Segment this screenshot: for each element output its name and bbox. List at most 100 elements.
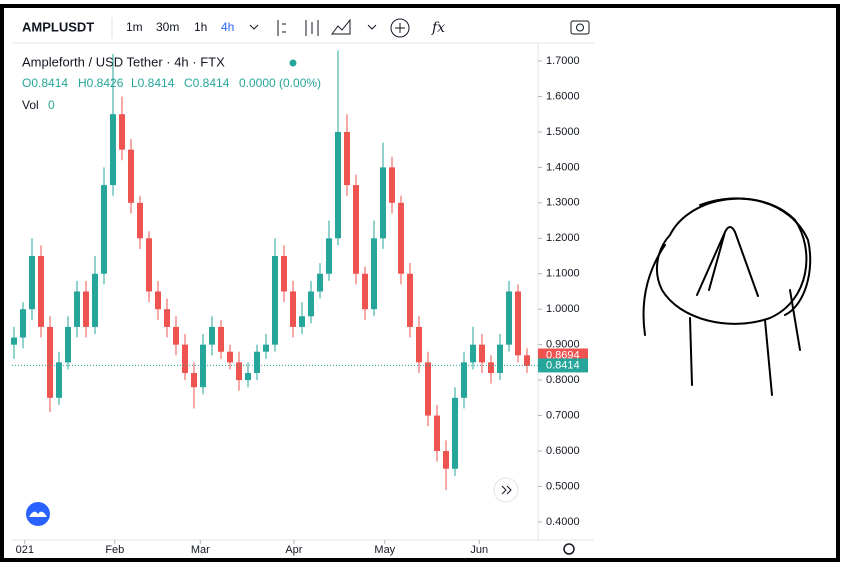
candle-body bbox=[29, 256, 35, 310]
candle-body bbox=[524, 355, 530, 366]
x-tick-label: 021 bbox=[16, 544, 34, 556]
candle-body bbox=[209, 326, 215, 345]
candle-body bbox=[371, 238, 377, 310]
candle-body bbox=[353, 185, 359, 274]
candle-body bbox=[398, 202, 404, 274]
candle-body bbox=[200, 344, 206, 388]
y-tick-label: 1.5000 bbox=[546, 126, 580, 138]
y-tick-label: 0.9000 bbox=[546, 339, 580, 351]
candle-body bbox=[344, 131, 350, 186]
candle-body bbox=[335, 131, 341, 239]
candle-body bbox=[65, 326, 71, 363]
candle-body bbox=[461, 362, 467, 398]
y-tick-label: 0.5000 bbox=[546, 480, 580, 492]
scroll-icon bbox=[501, 485, 512, 495]
y-tick-label: 0.6000 bbox=[546, 445, 580, 457]
candle-body bbox=[236, 362, 242, 381]
fx-icon[interactable]: fx bbox=[431, 20, 445, 36]
ohlc-legend: O0.8414 H0.8426 L0.8414 C0.8414 0.0000 (… bbox=[22, 76, 321, 112]
candle-body bbox=[101, 185, 107, 274]
candle-body bbox=[263, 344, 269, 352]
add-icon[interactable] bbox=[395, 23, 405, 33]
candle-body bbox=[173, 326, 179, 345]
candle-body bbox=[119, 114, 125, 150]
ohlc-change: 0.0000 (0.00%) bbox=[239, 76, 321, 90]
candle-body bbox=[191, 373, 197, 388]
candle-body bbox=[110, 114, 116, 186]
volume-value: 0 bbox=[48, 98, 55, 112]
candle-body bbox=[416, 326, 422, 363]
candle-body bbox=[434, 415, 440, 452]
candle-body bbox=[281, 256, 287, 292]
candle-body bbox=[245, 373, 251, 381]
candle-body bbox=[452, 397, 458, 469]
candle-body bbox=[497, 344, 503, 374]
y-tick-label: 1.7000 bbox=[546, 55, 580, 67]
y-tick-label: 0.4000 bbox=[546, 516, 580, 528]
y-tick-label: 1.2000 bbox=[546, 232, 580, 244]
candle-body bbox=[272, 256, 278, 345]
candle-body bbox=[56, 362, 62, 398]
camera-icon[interactable] bbox=[570, 20, 590, 35]
add-icon[interactable] bbox=[390, 18, 410, 38]
x-tick-label: Apr bbox=[285, 544, 302, 556]
price-marker bbox=[538, 358, 588, 373]
ohlc-close: C0.8414 bbox=[184, 76, 230, 90]
candle-body bbox=[11, 337, 17, 345]
price-marker-label: 0.8694 bbox=[546, 349, 580, 361]
candle-body bbox=[506, 291, 512, 345]
y-tick-label: 1.1000 bbox=[546, 268, 580, 280]
y-tick-label: 1.0000 bbox=[546, 303, 580, 315]
candle-body bbox=[326, 238, 332, 274]
camera-icon bbox=[576, 23, 584, 32]
frame bbox=[0, 4, 840, 562]
interval[interactable]: 1h bbox=[194, 20, 207, 34]
interval[interactable]: 30m bbox=[156, 20, 179, 34]
candle-body bbox=[488, 362, 494, 374]
dropdown-icon[interactable] bbox=[367, 24, 377, 30]
symbol[interactable]: AMPLUSDT bbox=[22, 19, 94, 34]
dropdown-icon[interactable] bbox=[249, 24, 259, 30]
candle-body bbox=[137, 202, 143, 239]
y-tick-label: 1.4000 bbox=[546, 161, 580, 173]
candle-body bbox=[20, 309, 26, 338]
interval[interactable]: 4h bbox=[221, 20, 234, 34]
candle-body bbox=[290, 291, 296, 327]
candle-body bbox=[227, 351, 233, 363]
candle-body bbox=[38, 256, 44, 327]
candle-body bbox=[380, 167, 386, 239]
plot: 1.7000 1.6000 1.5000 1.4000 1.3000 1.2000 1.10… bbox=[11, 50, 588, 556]
ohlc-low: L0.8414 bbox=[131, 76, 175, 90]
x-tick-label: May bbox=[374, 544, 395, 556]
candle-body bbox=[182, 344, 188, 374]
x-tick-label: Mar bbox=[191, 544, 210, 556]
volume-label: Vol bbox=[22, 98, 39, 112]
indicator-icon[interactable] bbox=[331, 18, 351, 35]
settings-icon[interactable] bbox=[563, 543, 575, 555]
candle-body bbox=[74, 291, 80, 327]
candle-body bbox=[155, 291, 161, 310]
y-tick-label: 1.3000 bbox=[546, 197, 580, 209]
candle-body bbox=[317, 273, 323, 292]
hand-drawing bbox=[642, 197, 812, 396]
candle-body bbox=[470, 344, 476, 363]
candle-body bbox=[389, 167, 395, 203]
candle-body bbox=[308, 291, 314, 317]
candle-body bbox=[443, 451, 449, 469]
status-dot bbox=[289, 59, 297, 67]
chart-type-icons[interactable] bbox=[277, 20, 319, 36]
candle-body bbox=[299, 316, 305, 327]
interval[interactable]: 1m bbox=[126, 20, 143, 34]
candle-body bbox=[254, 351, 260, 374]
y-tick-label: 1.6000 bbox=[546, 90, 580, 102]
ohlc-open: O0.8414 bbox=[22, 76, 68, 90]
ohlc-high: H0.8426 bbox=[78, 76, 124, 90]
candle-body bbox=[92, 273, 98, 327]
candle-body bbox=[479, 344, 485, 363]
candle-body bbox=[218, 326, 224, 352]
chart-title: Ampleforth / USD Tether · 4h · FTX bbox=[22, 54, 225, 69]
candle-body bbox=[362, 273, 368, 310]
candle-body bbox=[83, 291, 89, 327]
chart-panel bbox=[12, 9, 594, 558]
